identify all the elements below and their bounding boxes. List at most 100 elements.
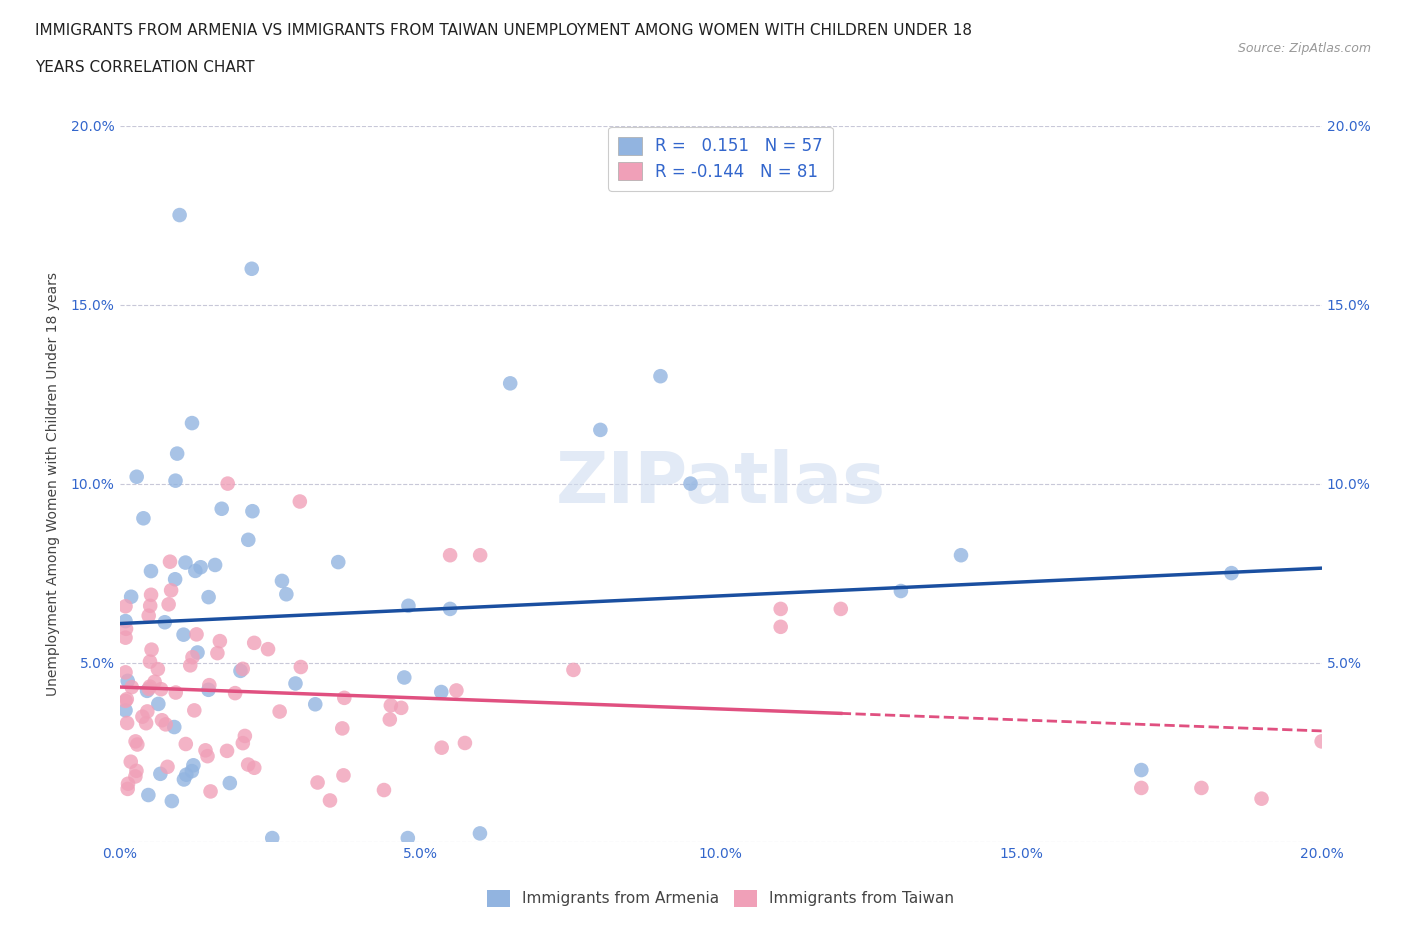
Point <box>454 736 477 751</box>
Point <box>139 564 162 578</box>
Point <box>176 767 198 782</box>
Point <box>446 683 468 698</box>
Point <box>166 446 188 461</box>
Point <box>373 783 395 798</box>
Point <box>197 590 219 604</box>
Point <box>115 715 138 730</box>
Point <box>149 766 172 781</box>
Point <box>179 658 201 672</box>
Point <box>200 784 222 799</box>
Point <box>271 574 294 589</box>
Point <box>136 684 159 698</box>
Point <box>197 683 219 698</box>
Point <box>389 700 412 715</box>
Legend: Immigrants from Armenia, Immigrants from Taiwan: Immigrants from Armenia, Immigrants from… <box>481 884 960 912</box>
Point <box>125 764 148 778</box>
Point <box>165 572 187 587</box>
Point <box>589 422 612 437</box>
Point <box>155 717 177 732</box>
Point <box>430 740 453 755</box>
Text: YEARS CORRELATION CHART: YEARS CORRELATION CHART <box>35 60 254 75</box>
Point <box>132 511 155 525</box>
Point <box>439 548 461 563</box>
Point <box>218 776 240 790</box>
Point <box>174 737 197 751</box>
Point <box>124 769 146 784</box>
Point <box>150 712 173 727</box>
Point <box>143 674 166 689</box>
Point <box>115 692 138 707</box>
Point <box>207 645 229 660</box>
Point <box>135 716 157 731</box>
Point <box>117 781 139 796</box>
Point <box>269 704 291 719</box>
Point <box>114 703 136 718</box>
Point <box>238 532 260 547</box>
Point <box>830 602 852 617</box>
Point <box>204 558 226 573</box>
Point <box>183 703 205 718</box>
Point <box>169 207 191 222</box>
Point <box>114 694 136 709</box>
Point <box>186 645 208 660</box>
Text: Source: ZipAtlas.com: Source: ZipAtlas.com <box>1237 42 1371 55</box>
Point <box>165 685 187 700</box>
Point <box>114 631 136 645</box>
Point <box>174 555 197 570</box>
Point <box>190 560 212 575</box>
Point <box>430 684 453 699</box>
Point <box>224 685 246 700</box>
Point <box>650 369 672 384</box>
Point <box>1130 780 1153 795</box>
Point <box>288 494 311 509</box>
Point <box>439 602 461 617</box>
Point <box>139 654 162 669</box>
Point <box>499 376 522 391</box>
Point <box>197 749 219 764</box>
Point <box>165 473 187 488</box>
Point <box>290 659 312 674</box>
Point <box>181 650 204 665</box>
Point <box>114 614 136 629</box>
Point <box>394 670 416 684</box>
Point <box>120 754 142 769</box>
Point <box>468 548 492 563</box>
Point <box>173 627 195 642</box>
Point <box>180 764 202 778</box>
Point <box>198 678 221 693</box>
Point <box>276 587 298 602</box>
Point <box>136 704 159 719</box>
Point <box>211 501 233 516</box>
Point <box>396 830 419 845</box>
Point <box>141 643 163 658</box>
Point <box>333 690 356 705</box>
Point <box>184 564 207 578</box>
Y-axis label: Unemployment Among Women with Children Under 18 years: Unemployment Among Women with Children U… <box>45 272 59 696</box>
Point <box>1220 565 1243 580</box>
Point <box>117 777 139 791</box>
Point <box>262 830 284 845</box>
Point <box>307 775 329 790</box>
Point <box>243 761 266 776</box>
Point <box>396 598 419 613</box>
Point <box>330 721 353 736</box>
Point <box>156 760 179 775</box>
Point <box>120 590 142 604</box>
Point <box>186 627 208 642</box>
Point <box>157 597 180 612</box>
Point <box>232 736 254 751</box>
Point <box>562 662 585 677</box>
Point <box>194 743 217 758</box>
Point <box>114 665 136 680</box>
Point <box>304 697 326 711</box>
Point <box>139 679 162 694</box>
Point <box>153 615 176 630</box>
Point <box>125 470 148 485</box>
Point <box>679 476 702 491</box>
Point <box>139 598 162 613</box>
Point <box>181 416 204 431</box>
Point <box>257 642 280 657</box>
Point <box>1130 763 1153 777</box>
Point <box>232 661 254 676</box>
Point <box>1250 791 1272 806</box>
